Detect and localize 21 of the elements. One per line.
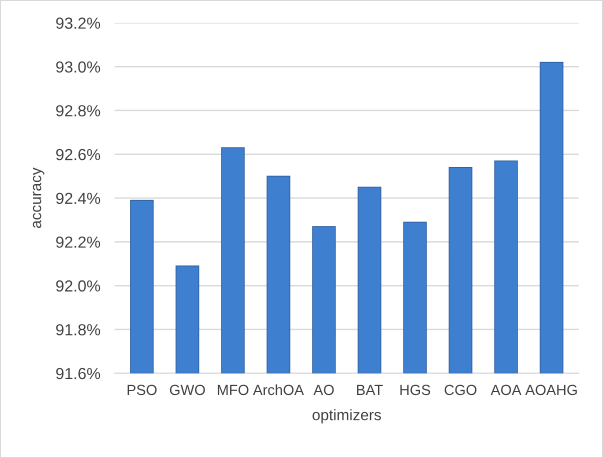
y-tick-label: 92.2% (56, 236, 100, 248)
y-tick-label: 93.0% (56, 61, 100, 73)
y-tick-label: 92.4% (56, 192, 100, 204)
x-tick-label: PSO (128, 384, 157, 396)
y-tick-label: 92.8% (56, 105, 100, 116)
y-tick-label: 92.0% (56, 280, 100, 292)
y-tick-label: 91.6% (56, 368, 100, 380)
x-tick-label: HGS (400, 384, 430, 396)
y-tick-label: 93.2% (56, 18, 100, 29)
y-tick-label: 92.6% (56, 148, 100, 160)
y-tick-label: 91.8% (56, 324, 100, 336)
x-tick-label: AOA (490, 384, 522, 396)
x-tick-label: MFO (218, 384, 248, 396)
x-tick-label: GWO (170, 384, 205, 396)
x-tick-label: AO (313, 384, 334, 396)
x-tick-label: CGO (444, 384, 476, 396)
y-axis-title: accuracy (32, 168, 44, 228)
x-tick-label: ArchOA (252, 384, 304, 396)
x-tick-label: AOAHG (525, 384, 577, 396)
x-tick-label: BAT (357, 384, 383, 395)
x-axis-title: optimizers (312, 409, 381, 424)
